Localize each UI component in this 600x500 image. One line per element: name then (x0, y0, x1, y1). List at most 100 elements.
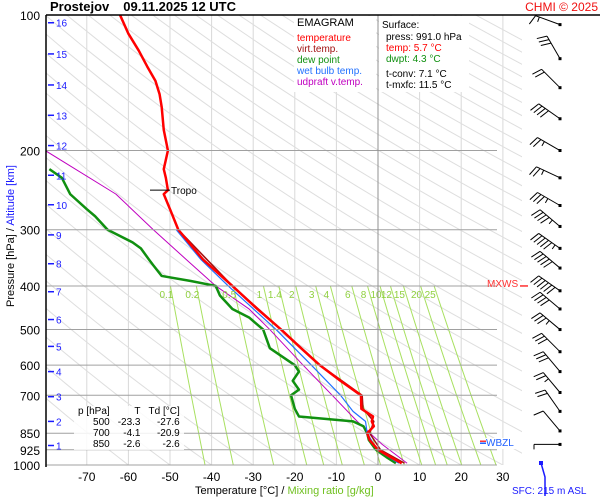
surface-tconv: t-conv: 7.1 °C (386, 69, 447, 80)
dry-adiabat (46, 33, 522, 353)
wind-barb-staff (538, 103, 561, 120)
ylabel-sep: / (5, 225, 17, 235)
wind-barb-flag (537, 256, 547, 263)
temperature-tick-label: -70 (78, 470, 96, 484)
wind-barb-half (551, 244, 556, 250)
temperature-tick-label: -60 (120, 470, 138, 484)
dry-adiabat (217, 15, 522, 202)
temperature-tick-label: -10 (328, 470, 346, 484)
cell: 700 (93, 428, 110, 439)
surface-temp: temp: 5.7 °C (386, 43, 442, 54)
wind-barb-half (545, 320, 550, 325)
xlabel-mix: Mixing ratio [g/kg] (287, 485, 374, 497)
cell: -23.3 (117, 417, 141, 428)
dry-adiabat (46, 15, 522, 334)
mixing-ratio-label: 0.2 (185, 290, 199, 301)
wind-barb-staff (538, 233, 561, 249)
wind-barb-flag (533, 194, 542, 203)
wind-barb-dot (558, 307, 562, 311)
altitude-tick-label: 13 (56, 111, 68, 122)
wind-barb-staff (535, 15, 561, 26)
wind-barb-dot (558, 224, 562, 228)
wind-barb-flag (536, 354, 547, 360)
altitude-tick-label: 7 (56, 288, 62, 299)
temperature-tick-label: 0 (375, 470, 382, 484)
dry-adiabat (475, 15, 522, 41)
wind-barb-flag (530, 103, 540, 111)
mixing-ratio-line (315, 285, 365, 465)
wind-barb-flag (543, 284, 553, 292)
mixing-ratio-label: 3 (309, 290, 315, 301)
wind-barb (533, 351, 562, 374)
wind-barb-staff (542, 410, 561, 432)
legend-virt-temp: virt.temp. (297, 44, 339, 55)
altitude-tick-label: 16 (56, 19, 68, 30)
mixing-ratio-line (379, 285, 437, 465)
wind-barb-flag (534, 294, 544, 301)
wind-barb (530, 233, 562, 250)
wind-barb-flag (540, 42, 552, 46)
wind-barb-flag (530, 275, 540, 283)
wind-barb-staff (542, 351, 561, 372)
mixing-ratio-label: 0.1 (159, 290, 173, 301)
pressure-tick-label: 700 (20, 389, 40, 403)
wind-barb-dot (558, 350, 562, 354)
mixing-ratio-label: 0.5 (222, 290, 236, 301)
wind-barb-flag (533, 277, 543, 286)
wind-barb-staff (541, 332, 561, 353)
legend-wet-bulb: wet bulb temp. (297, 66, 363, 77)
legend-updraft: udpraft v.temp. (297, 77, 363, 88)
cell: -20.9 (156, 428, 180, 439)
wind-barb-staff (537, 137, 561, 151)
surface-title: Surface: (382, 20, 420, 31)
sfc-label: SFC: 215 m ASL (512, 486, 587, 497)
table-row: 850 -2.6 -2.6 (74, 439, 184, 450)
wind-barb (531, 209, 562, 228)
wind-barb-flag (533, 351, 544, 357)
level-table: p [hPa] T Td [°C] 500 -23.3 -27.6 700 -4.1 -20… (74, 406, 184, 450)
wind-barb-flag (536, 196, 545, 205)
wind-barb (529, 137, 562, 153)
temperature-tick-label: -40 (203, 470, 221, 484)
dry-adiabat (46, 280, 296, 465)
dry-adiabat (454, 15, 522, 53)
wind-barb-flag (540, 299, 550, 307)
pressure-tick-label: 600 (20, 359, 40, 373)
legend-dew-point: dew point (297, 55, 340, 66)
wind-barb-flag (534, 253, 544, 261)
wind-barb-dot (558, 370, 562, 374)
pressure-tick-label: 400 (20, 280, 40, 294)
wind-barb-flag (529, 192, 538, 201)
wind-barb-flag (530, 233, 540, 241)
wind-barb-dot (558, 23, 562, 27)
wind-barb-flag (536, 35, 548, 40)
wind-barb-flag (529, 137, 538, 146)
wind-barb (531, 312, 562, 332)
wind-barb-flag (535, 71, 545, 78)
altitude-tick-label: 11 (56, 171, 67, 182)
dry-adiabat (152, 15, 522, 249)
wind-barb-staff (539, 312, 561, 330)
mixing-ratio-label: 8 (361, 290, 367, 301)
altitude-tick-label: 6 (56, 316, 62, 327)
wind-barb-half (548, 219, 553, 225)
wind-barb-staff (542, 372, 561, 393)
wbzl-label: WBZL (486, 438, 526, 449)
dry-adiabat (46, 52, 522, 372)
wind-barb (532, 68, 562, 90)
wind-barb (531, 291, 562, 311)
wind-barb-staff (538, 275, 561, 292)
dry-adiabat (46, 253, 337, 465)
temperature-tick-label: -20 (286, 470, 304, 484)
mixing-ratio-label: 2 (289, 290, 295, 301)
pressure-tick-label: 100 (20, 9, 40, 23)
wind-barb-dot (558, 204, 562, 208)
mixing-ratio-label: 1 (257, 290, 263, 301)
datetime: 09.11.2025 12 UTC (123, 0, 236, 14)
wind-barb-dot (558, 442, 562, 446)
wind-barb-flag (531, 209, 541, 216)
dry-adiabat (131, 15, 522, 265)
dry-adiabat (109, 15, 522, 282)
station-name: Prostejov (50, 0, 110, 14)
wind-barb-flag (536, 237, 546, 245)
